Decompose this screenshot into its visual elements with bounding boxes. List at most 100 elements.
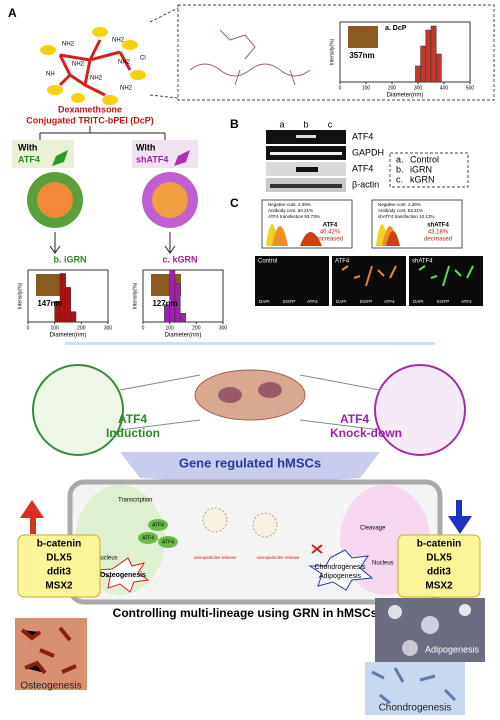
igrn-core <box>37 182 73 218</box>
channel-label: DAPI <box>259 299 270 304</box>
x-tick-label: 500 <box>466 85 475 91</box>
photo-label: Adipogenesis <box>425 644 480 654</box>
amine: NH2 <box>120 86 133 92</box>
dex-blobs <box>40 27 146 105</box>
flow-legend: ATF4 transfection 93.73% <box>268 214 320 219</box>
x-tick-label: 0 <box>27 325 30 331</box>
cell-stain <box>353 275 361 279</box>
blot-label: GAPDH <box>352 147 384 157</box>
atf4-node <box>148 519 168 531</box>
photo-label: Osteogenesis <box>20 681 81 692</box>
y-label: Intensity(%) <box>17 282 23 309</box>
cleavage: Cleavage <box>360 526 386 532</box>
x-tick-label: 400 <box>440 85 449 91</box>
nucleus-label: Nucleus <box>96 556 118 562</box>
osteo-label: Osteogenesis <box>100 572 146 579</box>
x-tick-label: 100 <box>50 325 59 331</box>
micrograph <box>409 256 483 306</box>
band <box>296 135 316 138</box>
flow-legend: Negative cont. 2.39% <box>268 202 311 207</box>
zoom-box <box>177 4 495 101</box>
nucleus-label: Nucleus <box>372 561 394 567</box>
hist-bar <box>420 45 427 83</box>
amine: NH2 <box>112 38 125 44</box>
micrograph-label: ATF4 <box>335 259 350 265</box>
x-tick-label: 200 <box>388 85 397 91</box>
afm-inset <box>348 26 378 48</box>
size-label: 147nm <box>37 299 62 308</box>
hist-bar <box>415 65 421 83</box>
photo-texture <box>371 667 457 705</box>
flow-change: increased <box>317 237 343 243</box>
flow-legend: Negative cont. 2.39% <box>378 202 421 207</box>
hist-title: a. DcP <box>385 25 407 32</box>
x-tick-label: 300 <box>104 325 113 331</box>
cell-stain <box>430 275 438 279</box>
cell-stain <box>365 265 373 287</box>
photo-texture <box>20 626 77 675</box>
gene-label: shATF4 <box>136 154 168 164</box>
chondro-star <box>308 549 374 591</box>
with-label: With <box>136 142 155 152</box>
result-label: b. iGRN <box>54 254 87 264</box>
kgrn-core <box>152 182 188 218</box>
amine: NH2 <box>118 60 131 66</box>
blot-label: ATF4 <box>352 163 373 173</box>
zoom-lines <box>119 374 381 431</box>
knockdown: Knock-down <box>330 426 402 440</box>
transcription: Transcription <box>118 498 152 504</box>
gene-name: ddit3 <box>47 567 71 578</box>
panel-label: A <box>8 6 17 20</box>
plasmid-icon <box>52 150 68 166</box>
x-tick-label: 100 <box>362 85 371 91</box>
flow-legend: Antibody cont. 53.31% <box>268 208 313 213</box>
cell-stain <box>442 265 450 287</box>
x-tick-label: 200 <box>77 325 86 331</box>
gene-name: DLX5 <box>426 553 452 564</box>
flow-gene: ATF4 <box>323 223 338 229</box>
channel-label: EGFP <box>437 299 449 304</box>
polymer-title: Dexamethsone <box>58 104 122 114</box>
amine: NH2 <box>72 62 85 68</box>
zoom-lines <box>149 7 179 99</box>
atf4-node-label: ATF4 <box>152 522 164 528</box>
lane-label: a <box>279 119 284 129</box>
hist-bar <box>430 25 437 83</box>
cell-zoom <box>374 364 466 456</box>
knockdown: ATF4 <box>340 412 369 426</box>
hist-bar <box>169 269 176 323</box>
micrograph-label: Control <box>258 259 277 265</box>
y-label: Intensity(%) <box>329 38 335 65</box>
blot-label: β-actin <box>352 179 379 189</box>
micrograph <box>255 256 329 306</box>
afm-inset <box>36 274 66 296</box>
x-label: Diameter(nm) <box>50 333 87 339</box>
x-tick-label: 0 <box>142 325 145 331</box>
atf4-node <box>138 532 158 544</box>
flow-change: decreased <box>424 237 452 243</box>
legend-key: b. <box>396 164 404 174</box>
atf4-node-label: ATF4 <box>162 539 174 545</box>
release-label: nanoparticles release <box>257 555 300 560</box>
channel-label: EGFP <box>283 299 295 304</box>
photo-label: Chondrogenesis <box>379 703 452 714</box>
channel-label: EGFP <box>360 299 372 304</box>
divider <box>65 342 435 345</box>
gene-box <box>17 534 101 598</box>
x-label: Diameter(nm) <box>165 333 202 339</box>
legend-text: iGRN <box>410 164 432 174</box>
size-label: 357nm <box>349 51 374 60</box>
lane-label: c <box>328 119 333 129</box>
gene-name: ddit3 <box>427 567 451 578</box>
y-label: Intensity(%) <box>132 282 138 309</box>
hist-bar <box>65 287 71 323</box>
up-arrow <box>20 500 44 534</box>
flow-gene: shATF4 <box>427 223 449 229</box>
induction: ATF4 <box>118 412 147 426</box>
cell-zoom <box>32 364 124 456</box>
gene-label: ATF4 <box>18 154 40 164</box>
flow-legend: Antibody cont. 53.31% <box>378 208 423 213</box>
band <box>296 167 318 172</box>
footer: Controlling multi-lineage using GRN in h… <box>113 606 378 620</box>
